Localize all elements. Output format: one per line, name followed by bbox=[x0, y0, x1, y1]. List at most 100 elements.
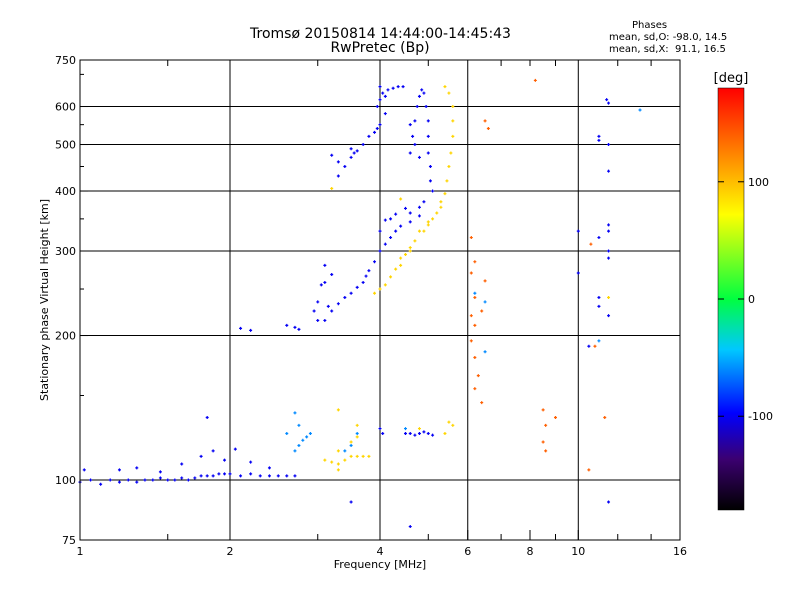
data-point bbox=[483, 119, 487, 123]
data-point bbox=[343, 449, 347, 453]
data-point bbox=[394, 267, 398, 271]
data-point bbox=[373, 130, 377, 134]
data-point bbox=[180, 462, 184, 466]
data-point bbox=[417, 427, 421, 431]
data-point bbox=[199, 474, 203, 478]
data-point bbox=[597, 236, 601, 240]
data-point bbox=[336, 160, 340, 164]
data-point bbox=[544, 423, 548, 427]
y-tick-label: 100 bbox=[55, 474, 76, 487]
data-point bbox=[451, 134, 455, 138]
data-point bbox=[373, 291, 377, 295]
data-point bbox=[326, 304, 330, 308]
data-point bbox=[483, 350, 487, 354]
data-point bbox=[378, 85, 382, 89]
data-point bbox=[293, 411, 297, 415]
data-point bbox=[285, 474, 289, 478]
data-point bbox=[211, 449, 215, 453]
data-point bbox=[544, 449, 548, 453]
data-point bbox=[431, 189, 435, 193]
data-point bbox=[367, 269, 371, 273]
data-point bbox=[394, 212, 398, 216]
data-point bbox=[158, 476, 162, 480]
data-point bbox=[117, 480, 121, 484]
data-point bbox=[597, 304, 601, 308]
data-point bbox=[361, 454, 365, 458]
data-point bbox=[597, 134, 601, 138]
data-point bbox=[607, 256, 611, 260]
data-point bbox=[607, 314, 611, 318]
data-point bbox=[228, 472, 232, 476]
data-point bbox=[276, 474, 280, 478]
data-point bbox=[249, 460, 253, 464]
data-point bbox=[233, 447, 237, 451]
data-point bbox=[589, 242, 593, 246]
data-point bbox=[316, 300, 320, 304]
data-point bbox=[285, 323, 289, 327]
data-point bbox=[330, 309, 334, 313]
data-point bbox=[293, 325, 297, 329]
chart-title: Tromsø 20150814 14:44:00-14:45:43 bbox=[250, 26, 511, 42]
data-point bbox=[607, 223, 611, 227]
data-point bbox=[267, 466, 271, 470]
y-tick-label: 400 bbox=[55, 185, 76, 198]
x-tick-label: 1 bbox=[77, 545, 84, 558]
data-point bbox=[343, 164, 347, 168]
data-point bbox=[445, 179, 449, 183]
y-tick-label: 300 bbox=[55, 245, 76, 258]
y-axis-ticks: 75 100 200 300 400 500 600 750 bbox=[55, 54, 88, 547]
data-point bbox=[469, 271, 473, 275]
data-point bbox=[305, 435, 309, 439]
data-point bbox=[587, 468, 591, 472]
data-point bbox=[426, 432, 430, 436]
data-point bbox=[431, 433, 435, 437]
data-point bbox=[473, 260, 477, 264]
data-point bbox=[587, 344, 591, 348]
data-point bbox=[408, 525, 412, 529]
data-point bbox=[205, 474, 209, 478]
data-point bbox=[401, 85, 405, 89]
x-axis-label: Frequency [MHz] bbox=[334, 558, 426, 571]
data-point bbox=[411, 134, 415, 138]
data-point bbox=[267, 474, 271, 478]
data-point bbox=[603, 415, 607, 419]
data-point bbox=[431, 217, 435, 221]
data-point bbox=[361, 143, 365, 147]
data-point bbox=[408, 220, 412, 224]
data-point bbox=[439, 205, 443, 209]
data-point bbox=[469, 339, 473, 343]
data-point bbox=[316, 318, 320, 322]
data-point bbox=[424, 105, 428, 109]
data-point bbox=[323, 280, 327, 284]
data-point bbox=[408, 432, 412, 436]
data-point bbox=[607, 143, 611, 147]
data-point bbox=[193, 476, 197, 480]
data-point bbox=[180, 476, 184, 480]
y-tick-label: 500 bbox=[55, 139, 76, 152]
data-point bbox=[336, 302, 340, 306]
data-point bbox=[443, 85, 447, 89]
data-point bbox=[607, 101, 611, 105]
data-point bbox=[312, 309, 316, 313]
data-point bbox=[399, 263, 403, 267]
y-tick-label: 200 bbox=[55, 330, 76, 343]
data-point bbox=[541, 408, 545, 412]
data-point bbox=[597, 138, 601, 142]
data-point bbox=[173, 478, 177, 482]
data-point bbox=[373, 260, 377, 264]
data-point bbox=[403, 206, 407, 210]
data-point bbox=[473, 296, 477, 300]
data-point bbox=[336, 408, 340, 412]
data-point bbox=[422, 430, 426, 434]
data-point bbox=[301, 438, 305, 442]
colorbar-tick-label: 0 bbox=[748, 293, 755, 306]
data-point bbox=[389, 236, 393, 240]
data-point bbox=[349, 500, 353, 504]
data-point bbox=[297, 444, 301, 448]
data-point bbox=[576, 229, 580, 233]
data-point bbox=[597, 339, 601, 343]
data-point bbox=[469, 236, 473, 240]
data-point bbox=[378, 249, 382, 253]
data-point bbox=[293, 449, 297, 453]
x-tick-label: 4 bbox=[377, 545, 384, 558]
